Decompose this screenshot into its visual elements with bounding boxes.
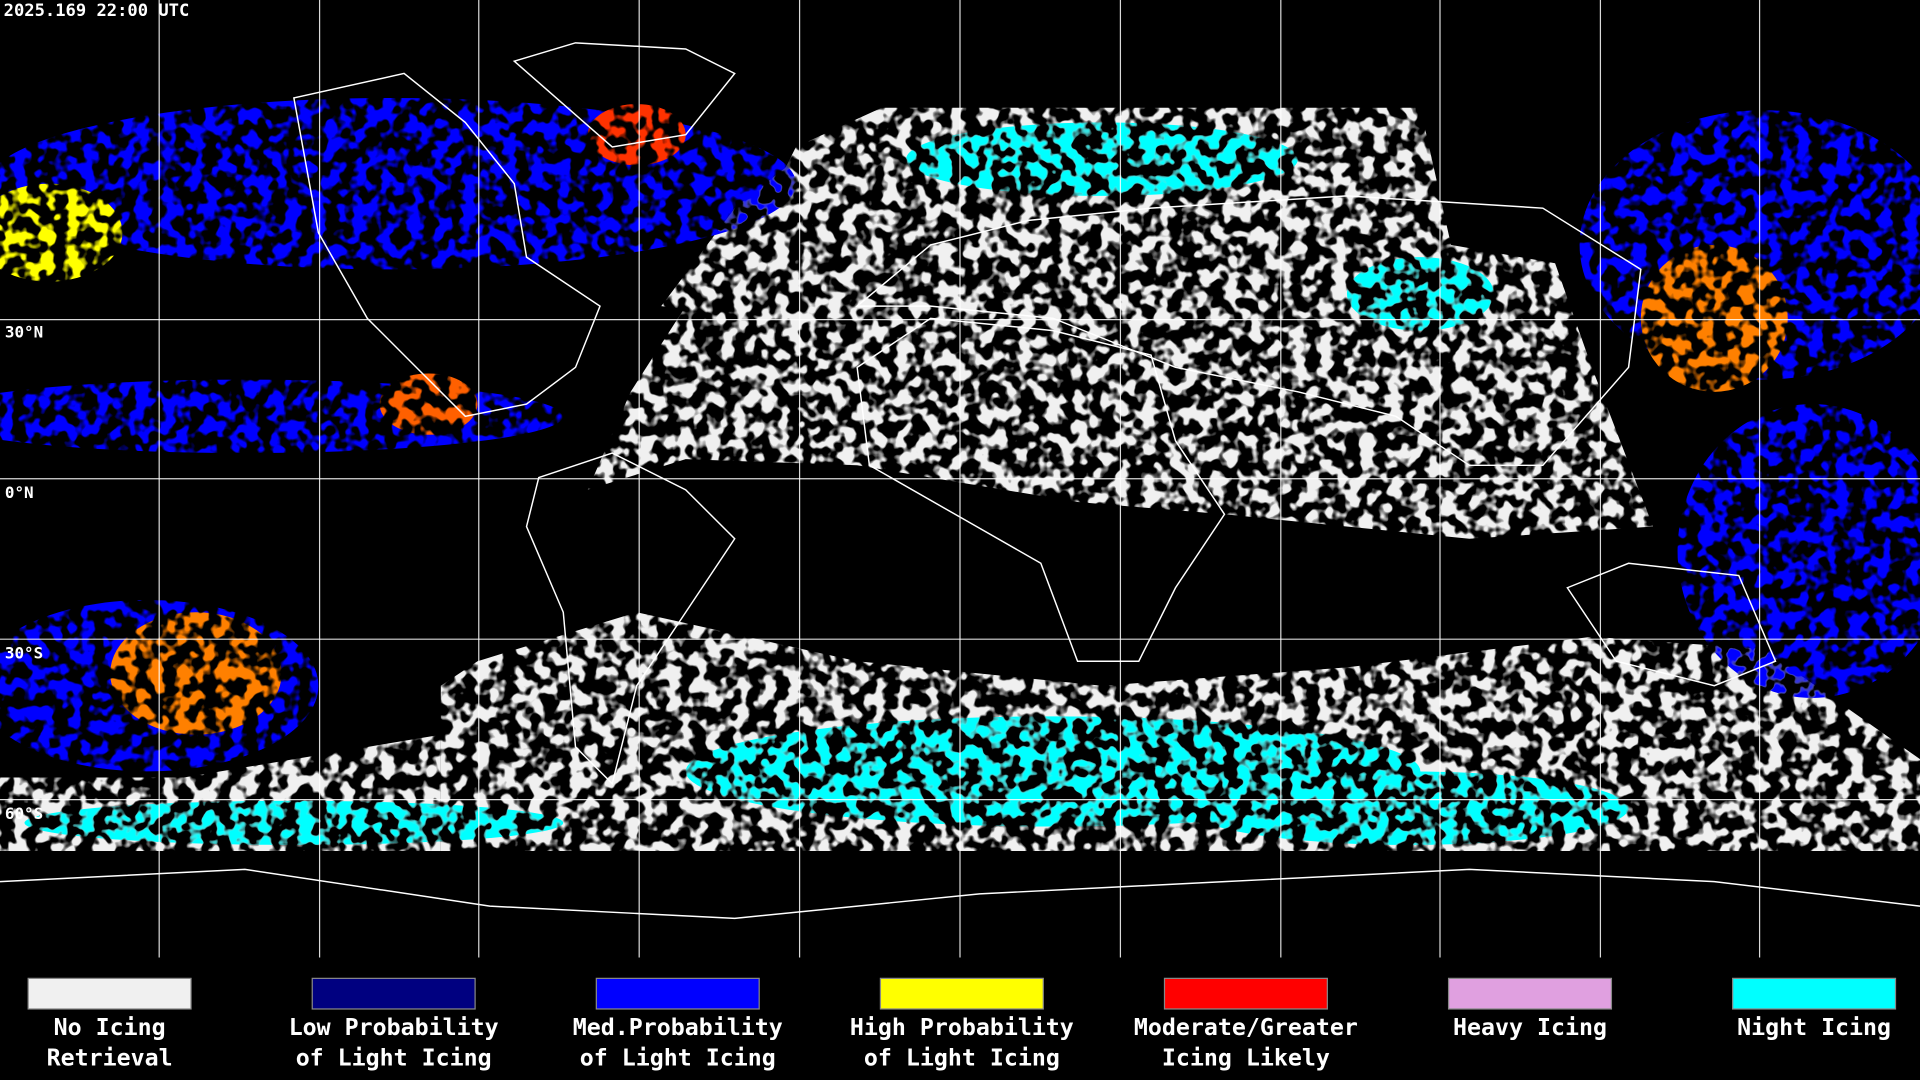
legend-label: Retrieval: [47, 1045, 173, 1072]
graticule: [0, 0, 1920, 958]
legend-swatch: [1732, 977, 1897, 1010]
legend-label: Low Probability: [289, 1014, 499, 1041]
legend-label: No Icing: [54, 1014, 166, 1041]
legend-swatch: [595, 977, 760, 1010]
icing-probability-region: [0, 97, 1920, 772]
latitude-label: 0°N: [5, 483, 34, 502]
legend-label: Icing Likely: [1162, 1045, 1330, 1072]
legend-label: of Light Icing: [864, 1045, 1060, 1072]
legend-label: of Light Icing: [296, 1045, 492, 1072]
latitude-label: 30°N: [5, 323, 43, 342]
legend-label: of Light Icing: [580, 1045, 776, 1072]
legend-label: Night Icing: [1737, 1014, 1891, 1041]
legend-label: Moderate/Greater: [1134, 1014, 1358, 1041]
legend-swatch: [311, 977, 476, 1010]
timestamp: 2025.169 22:00 UTC: [4, 1, 190, 21]
legend-swatch: [1163, 977, 1328, 1010]
legend-swatch: [27, 977, 192, 1010]
legend-swatch: [879, 977, 1044, 1010]
latitude-labels: 30°N 0°N 30°S 60°S: [5, 323, 43, 823]
latitude-label: 60°S: [5, 804, 43, 823]
legend-label: Med.Probability: [573, 1014, 783, 1041]
legend: No Icing Retrieval Low Probability of Light…: [27, 977, 1897, 1072]
legend-label: Heavy Icing: [1453, 1014, 1607, 1041]
latitude-label: 30°S: [5, 643, 43, 662]
legend-swatch: [1447, 977, 1613, 1010]
legend-label: High Probability: [850, 1014, 1074, 1041]
coastlines: [0, 42, 1920, 920]
